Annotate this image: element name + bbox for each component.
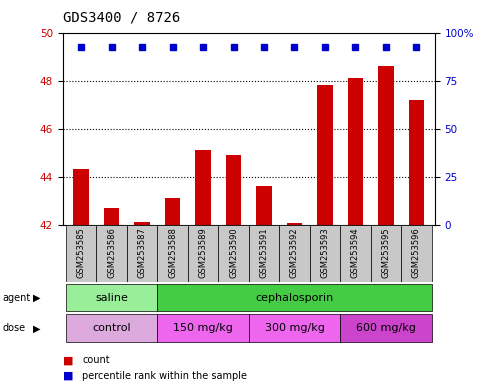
Bar xyxy=(249,314,340,342)
Bar xyxy=(157,225,188,282)
Text: GSM253588: GSM253588 xyxy=(168,227,177,278)
Text: GSM253587: GSM253587 xyxy=(138,227,146,278)
Bar xyxy=(188,225,218,282)
Text: cephalosporin: cephalosporin xyxy=(256,293,334,303)
Bar xyxy=(340,314,432,342)
Bar xyxy=(287,223,302,225)
Text: agent: agent xyxy=(2,293,30,303)
Bar xyxy=(401,225,432,282)
Text: GSM253594: GSM253594 xyxy=(351,227,360,278)
Text: control: control xyxy=(92,323,131,333)
Text: 600 mg/kg: 600 mg/kg xyxy=(356,323,416,333)
Text: ■: ■ xyxy=(63,371,73,381)
Bar xyxy=(104,208,119,225)
Bar xyxy=(66,314,157,342)
Text: ▶: ▶ xyxy=(33,293,41,303)
Bar xyxy=(165,198,180,225)
Bar xyxy=(66,225,96,282)
Text: GSM253586: GSM253586 xyxy=(107,227,116,278)
Bar xyxy=(127,225,157,282)
Text: GSM253593: GSM253593 xyxy=(320,227,329,278)
Bar xyxy=(249,225,279,282)
Text: GSM253590: GSM253590 xyxy=(229,227,238,278)
Text: 150 mg/kg: 150 mg/kg xyxy=(173,323,233,333)
Bar xyxy=(279,225,310,282)
Text: ▶: ▶ xyxy=(33,323,41,333)
Bar xyxy=(310,225,340,282)
Text: saline: saline xyxy=(95,293,128,303)
Text: ■: ■ xyxy=(63,355,73,365)
Bar xyxy=(134,222,150,225)
Text: percentile rank within the sample: percentile rank within the sample xyxy=(82,371,247,381)
Text: GSM253595: GSM253595 xyxy=(382,227,390,278)
Text: count: count xyxy=(82,355,110,365)
Bar xyxy=(226,155,241,225)
Bar xyxy=(218,225,249,282)
Text: GSM253591: GSM253591 xyxy=(259,227,269,278)
Text: GSM253589: GSM253589 xyxy=(199,227,208,278)
Bar xyxy=(378,66,394,225)
Bar xyxy=(409,100,424,225)
Bar xyxy=(66,284,157,311)
Text: GSM253592: GSM253592 xyxy=(290,227,299,278)
Bar xyxy=(73,169,89,225)
Bar xyxy=(370,225,401,282)
Text: GSM253585: GSM253585 xyxy=(77,227,85,278)
Text: dose: dose xyxy=(2,323,26,333)
Bar xyxy=(256,186,271,225)
Text: GDS3400 / 8726: GDS3400 / 8726 xyxy=(63,11,180,25)
Bar xyxy=(317,86,333,225)
Bar xyxy=(96,225,127,282)
Text: GSM253596: GSM253596 xyxy=(412,227,421,278)
Bar xyxy=(340,225,370,282)
Bar xyxy=(348,78,363,225)
Bar xyxy=(196,150,211,225)
Text: 300 mg/kg: 300 mg/kg xyxy=(265,323,325,333)
Bar xyxy=(157,314,249,342)
Bar xyxy=(157,284,432,311)
